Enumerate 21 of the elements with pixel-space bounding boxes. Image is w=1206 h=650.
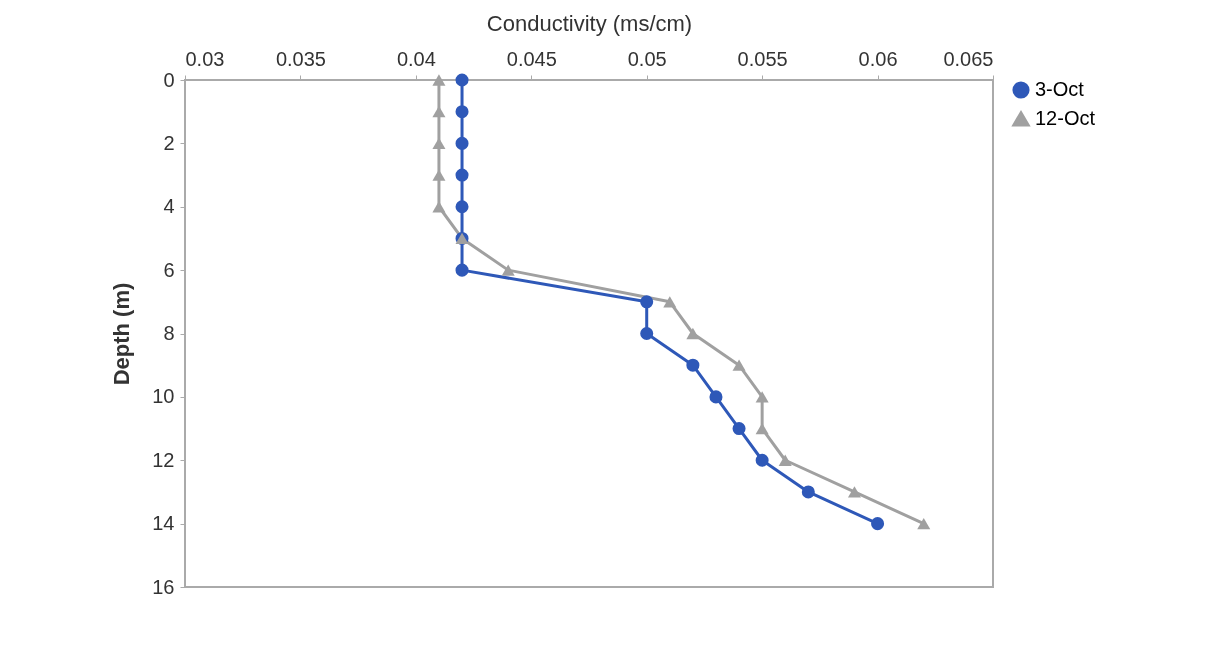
- x-axis-title: Conductivity (ms/cm): [486, 10, 693, 36]
- y-tick-label: 2: [163, 131, 175, 154]
- y-tick-label: 8: [163, 322, 175, 344]
- x-tick-label: 0.04: [396, 47, 436, 70]
- x-tick-label: 0.06: [858, 47, 898, 70]
- x-tick-label: 0.045: [506, 47, 557, 70]
- y-tick-label: 14: [152, 512, 175, 535]
- y-tick-label: 10: [152, 385, 175, 408]
- x-tick-label: 0.05: [627, 47, 667, 70]
- x-tick-label: 0.03: [185, 47, 225, 70]
- x-tick-label: 0.065: [943, 47, 994, 70]
- y-axis-title: Depth (m): [109, 282, 135, 386]
- y-tick-label: 0: [163, 68, 175, 91]
- x-tick-label: 0.055: [737, 47, 788, 70]
- y-tick-label: 4: [163, 195, 175, 218]
- x-tick-label: 0.035: [275, 47, 326, 70]
- y-tick-label: 16: [152, 575, 175, 598]
- legend-label: 3-Oct: [1035, 78, 1085, 100]
- legend-label: 12-Oct: [1035, 107, 1096, 129]
- y-tick-label: 6: [163, 258, 175, 281]
- y-tick-label: 12: [152, 448, 175, 471]
